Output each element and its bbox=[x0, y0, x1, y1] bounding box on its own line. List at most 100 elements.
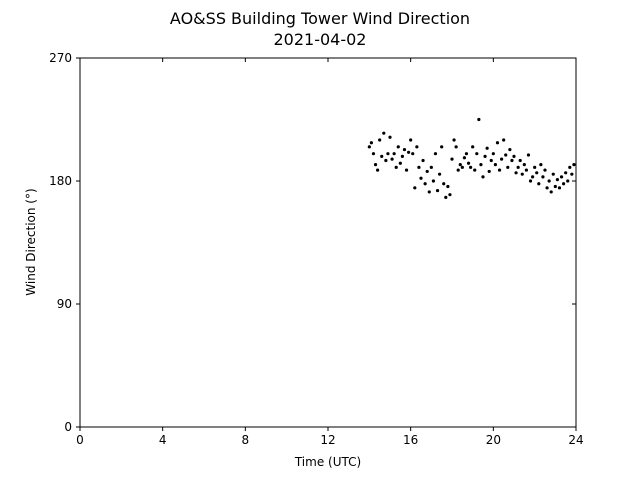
point bbox=[442, 182, 446, 186]
point bbox=[469, 165, 473, 169]
point bbox=[475, 152, 479, 156]
point bbox=[444, 195, 448, 199]
point bbox=[502, 138, 506, 142]
point bbox=[438, 172, 442, 176]
point bbox=[394, 165, 398, 169]
point bbox=[413, 186, 417, 190]
point bbox=[489, 158, 493, 163]
point bbox=[452, 138, 456, 142]
point bbox=[404, 168, 409, 172]
point bbox=[514, 171, 518, 175]
point bbox=[417, 165, 421, 169]
point bbox=[533, 165, 537, 169]
point bbox=[473, 168, 477, 172]
point bbox=[562, 182, 566, 186]
point bbox=[485, 146, 489, 150]
point bbox=[559, 175, 564, 179]
point bbox=[456, 168, 460, 172]
point bbox=[378, 138, 382, 142]
point bbox=[549, 190, 553, 194]
point bbox=[433, 152, 438, 156]
point bbox=[551, 172, 555, 176]
y-tick-label: 90 bbox=[57, 297, 72, 311]
point bbox=[564, 171, 568, 175]
chart-title: AO&SS Building Tower Wind Direction bbox=[170, 9, 470, 28]
point bbox=[553, 184, 557, 189]
point bbox=[531, 175, 535, 179]
point bbox=[371, 152, 376, 156]
point bbox=[446, 184, 450, 189]
y-tick-label: 0 bbox=[64, 420, 72, 434]
point bbox=[547, 179, 551, 183]
point bbox=[487, 169, 491, 174]
point bbox=[491, 152, 495, 156]
point bbox=[464, 152, 469, 156]
point bbox=[423, 182, 427, 186]
point bbox=[526, 153, 531, 157]
point bbox=[537, 182, 541, 186]
point bbox=[570, 172, 574, 176]
point bbox=[524, 168, 529, 172]
point bbox=[425, 169, 429, 174]
x-tick-label: 8 bbox=[242, 433, 250, 447]
point bbox=[440, 145, 444, 149]
x-axis-label: Time (UTC) bbox=[294, 455, 361, 469]
x-tick-label: 24 bbox=[568, 433, 583, 447]
point bbox=[396, 145, 400, 149]
point bbox=[402, 147, 407, 152]
point bbox=[369, 141, 373, 145]
point bbox=[495, 141, 500, 145]
point bbox=[555, 178, 560, 182]
point bbox=[376, 168, 380, 172]
point bbox=[421, 158, 425, 163]
point bbox=[508, 147, 512, 152]
x-tick-label: 12 bbox=[320, 433, 335, 447]
point bbox=[429, 165, 433, 169]
chart-subtitle: 2021-04-02 bbox=[274, 30, 367, 49]
point bbox=[506, 165, 510, 169]
point bbox=[557, 186, 562, 190]
point bbox=[448, 193, 452, 197]
point bbox=[466, 161, 471, 165]
point bbox=[435, 188, 440, 193]
point bbox=[373, 163, 378, 167]
point bbox=[516, 165, 520, 169]
point bbox=[458, 163, 462, 167]
point bbox=[380, 154, 384, 158]
point bbox=[500, 157, 504, 161]
point bbox=[427, 190, 431, 194]
point bbox=[398, 161, 402, 165]
point bbox=[510, 158, 514, 163]
x-tick-label: 20 bbox=[486, 433, 501, 447]
point bbox=[450, 157, 454, 161]
point bbox=[415, 145, 419, 149]
x-tick-label: 4 bbox=[159, 433, 167, 447]
point bbox=[566, 179, 570, 183]
point bbox=[568, 165, 572, 169]
point bbox=[384, 158, 388, 163]
point bbox=[504, 153, 508, 157]
point bbox=[382, 131, 386, 135]
point bbox=[539, 163, 543, 167]
point bbox=[419, 176, 423, 180]
point bbox=[388, 135, 392, 139]
point bbox=[471, 145, 475, 149]
point bbox=[520, 172, 524, 176]
point bbox=[462, 156, 466, 160]
y-tick-label: 180 bbox=[49, 174, 72, 188]
point bbox=[572, 163, 576, 167]
point bbox=[392, 152, 396, 156]
point bbox=[454, 145, 458, 149]
point bbox=[460, 165, 464, 169]
point bbox=[411, 152, 415, 156]
point bbox=[407, 150, 411, 154]
point bbox=[479, 163, 483, 167]
point bbox=[522, 163, 526, 167]
point bbox=[497, 168, 502, 172]
point bbox=[481, 175, 485, 179]
point bbox=[400, 154, 404, 158]
point bbox=[528, 179, 533, 183]
x-tick-label: 0 bbox=[76, 433, 84, 447]
